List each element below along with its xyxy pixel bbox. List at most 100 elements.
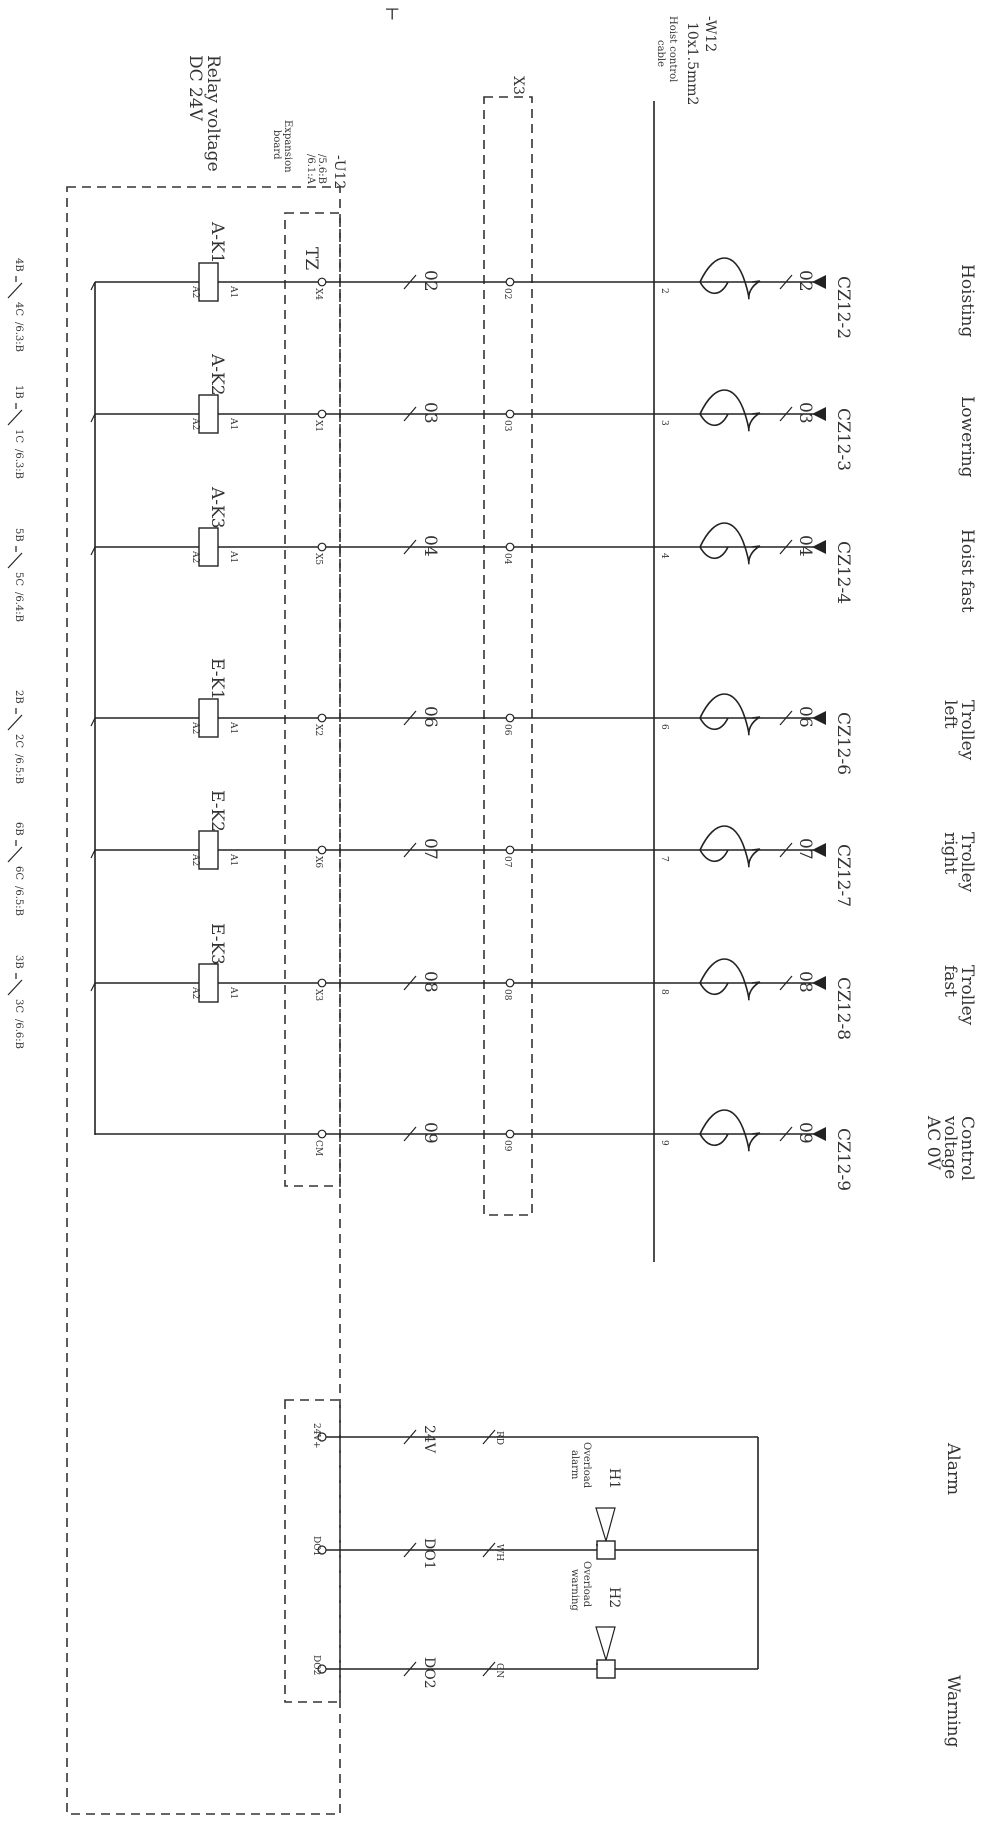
x3-terminal-label: 04 <box>502 553 512 565</box>
relay-tag: A-K1 <box>207 221 227 264</box>
board-terminal-dot <box>317 978 327 988</box>
relay-contact: 6B 6C/6.5:B <box>7 822 24 916</box>
alarm-row: DO2 GN DO2 Warning <box>311 1655 963 1748</box>
cable-core-label: 8 <box>659 989 669 995</box>
connector-arrow-icon <box>812 407 826 421</box>
contact-ref-label: /6.5:B <box>13 886 24 916</box>
wire-slash-icon <box>779 842 793 858</box>
cable-tag: -W12 <box>702 16 718 52</box>
signal-row: CZ12-4 04 04 04 4 X5 Hoist fast A-K3 A1 A2 <box>90 486 977 613</box>
wire-slash-icon <box>403 1429 417 1445</box>
connector-arrow-icon <box>812 711 826 725</box>
relay-coil <box>198 262 219 302</box>
board-name-1: Expansion <box>282 120 293 173</box>
cable-wave-tail-icon <box>699 717 729 731</box>
alarm-row: 24V RD 24V+ Alarm <box>311 1423 963 1495</box>
wire-slash-icon <box>403 1126 417 1142</box>
x3-terminal-dot <box>505 542 515 552</box>
contact-to-label: 1C <box>13 429 24 443</box>
wire-number: 06 <box>420 706 440 728</box>
x3-terminal-label: 03 <box>502 420 512 432</box>
horn-desc-2: warning <box>569 1569 580 1611</box>
relay-coil <box>198 527 219 567</box>
wire-slash-icon <box>403 710 417 726</box>
wire-slash-icon <box>779 710 793 726</box>
board-name-2: board <box>271 130 282 160</box>
connector-wire-number: 09 <box>795 1122 815 1144</box>
x3-terminal-dot <box>505 845 515 855</box>
coil-a2-label: A2 <box>190 986 200 999</box>
x3-tag: X3 <box>510 76 526 95</box>
wire-slash-icon <box>403 842 417 858</box>
x3-terminal-frame <box>483 96 533 1216</box>
board-terminal-label: X6 <box>313 856 323 868</box>
board-tag: -U12 <box>331 155 347 189</box>
io-board-frame <box>284 1399 341 1703</box>
connector-wire-number: 06 <box>795 706 815 728</box>
cable-wave-tail-icon <box>699 546 729 560</box>
contact-from-label: 6B <box>13 822 24 836</box>
coil-a1-label: A1 <box>228 721 238 734</box>
signal-rows: CZ12-2 02 02 02 2 X4 Hoisting A-K1 A1 A2 CZ12-3 03 0… <box>90 221 977 1191</box>
wire-slash-icon <box>403 1661 417 1677</box>
wire-slash-icon <box>779 1126 793 1142</box>
bus-jumper <box>90 982 96 992</box>
alarm-color-label: GN <box>494 1663 504 1678</box>
board-terminal-dot <box>317 1129 327 1139</box>
alarm-section: 24V RD 24V+ Alarm DO1 WH DO1 DO2 GN DO2 Warning H1 O… <box>311 1423 963 1748</box>
connector-label: CZ12-3 <box>833 408 853 471</box>
bus-jumper <box>90 849 96 859</box>
relay-voltage-label: Relay voltage DC 24V <box>185 55 223 172</box>
relay-contact: 1B 1C/6.3:B <box>7 385 24 479</box>
cable-core-label: 9 <box>659 1140 669 1146</box>
connector-wire-number: 04 <box>795 535 815 557</box>
coil-a1-label: A1 <box>228 285 238 298</box>
x3-terminal-dot <box>505 277 515 287</box>
relay-coil <box>198 698 219 738</box>
wire-number: 09 <box>420 1122 440 1144</box>
coil-a2-label: A2 <box>190 285 200 298</box>
contact-blade-icon <box>7 282 23 299</box>
x3-terminal-dot <box>505 978 515 988</box>
horn-bell-icon <box>595 1626 616 1665</box>
horn-body-icon <box>596 1659 616 1679</box>
wire-slash-icon <box>779 539 793 555</box>
cable-core-label: 4 <box>659 553 669 559</box>
cable-wave-icon <box>699 958 761 1001</box>
board-terminal-dot <box>317 542 327 552</box>
board-terminal-label: X1 <box>313 420 323 432</box>
cable-wave-icon <box>699 693 761 736</box>
relay-coil <box>198 394 219 434</box>
connector-label: CZ12-9 <box>833 1128 853 1191</box>
connector-label: CZ12-4 <box>833 541 853 604</box>
contact-from-label: 5B <box>13 528 24 542</box>
wire-number: 04 <box>420 535 440 557</box>
io-terminal-dot <box>317 1664 327 1674</box>
alarm-color-label: RD <box>494 1431 504 1445</box>
top-mark: ⊢ <box>381 7 401 22</box>
function-label-1: Trolley <box>957 832 977 893</box>
board-terminal-dot <box>317 845 327 855</box>
board-terminal-label: X2 <box>313 724 323 736</box>
x3-terminal-label: 06 <box>502 724 512 736</box>
wire-number: 07 <box>420 838 440 860</box>
wire-slash-icon <box>779 274 793 290</box>
relay-contact: 4B 4C/6.3:B <box>7 258 24 352</box>
signal-row: CZ12-3 03 03 03 3 X1 Lowering A-K2 A1 A2 <box>90 353 977 478</box>
horn-tag: H2 <box>606 1587 622 1608</box>
connector-wire-number: 07 <box>795 838 815 860</box>
alarm-function-label: Warning <box>943 1675 963 1748</box>
contact-blade-icon <box>7 846 23 863</box>
contact-from-label: 2B <box>13 690 24 704</box>
relay-contacts: 4B 4C/6.3:B 1B 1C/6.3:B 5B 5C/6.4:B 2B 2C/6.5:B… <box>7 258 24 1049</box>
x3-terminal-label: 07 <box>502 856 512 868</box>
contact-blade-icon <box>7 714 23 731</box>
contact-ref-label: /6.4:B <box>13 592 24 622</box>
board-terminal-label: CM <box>313 1140 323 1156</box>
wire-slash-icon <box>403 406 417 422</box>
cable-wave-tail-icon <box>699 413 729 427</box>
